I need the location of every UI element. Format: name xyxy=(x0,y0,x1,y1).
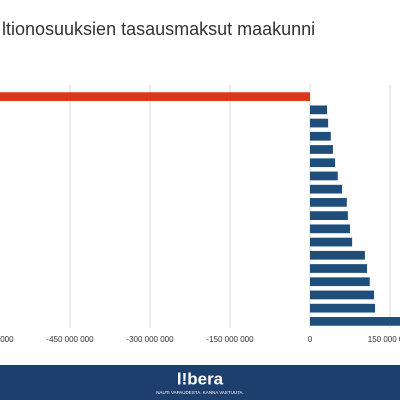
bar xyxy=(310,303,376,313)
bar xyxy=(310,290,374,300)
bar xyxy=(310,211,348,220)
x-tick-label: -150 000 000 xyxy=(206,335,254,344)
bar xyxy=(310,131,331,141)
bar xyxy=(310,198,347,207)
x-tick-label: -300 000 000 xyxy=(126,335,174,344)
bar xyxy=(310,264,368,273)
footer-band xyxy=(0,365,400,400)
bar xyxy=(310,145,333,154)
bar xyxy=(310,184,342,194)
bar xyxy=(310,171,338,181)
x-tick-label: 150 000 000 xyxy=(368,335,400,344)
bar xyxy=(310,317,400,326)
bar xyxy=(310,224,350,234)
bar xyxy=(310,277,370,287)
bar xyxy=(310,250,365,260)
bar xyxy=(0,92,310,101)
bar xyxy=(310,237,353,247)
footer-logo: l!bera xyxy=(177,369,224,388)
x-tick-label: 0 xyxy=(308,335,313,344)
bar xyxy=(310,105,328,115)
bar xyxy=(310,158,336,168)
footer-slogan: NAUTI VAPAUDESTA. KANNA VASTUUTA. xyxy=(156,390,244,395)
x-tick-label: -600 000 000 xyxy=(0,335,14,344)
chart-title: ltionosuuksien tasausmaksut maakunni xyxy=(2,19,315,39)
plot-area: -600 000 000 -450 000 000 -300 000 000 -150… xyxy=(0,85,400,344)
x-tick-label: -450 000 000 xyxy=(46,335,94,344)
bar xyxy=(310,118,329,128)
